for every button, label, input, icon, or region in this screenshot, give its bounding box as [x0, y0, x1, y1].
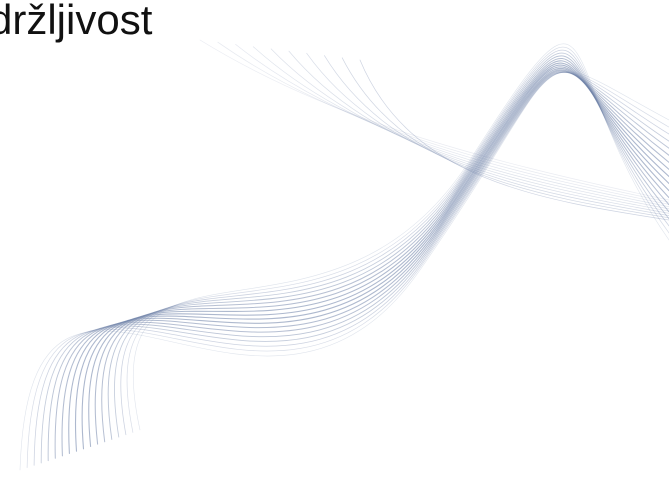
wave-line	[19, 71, 669, 471]
slide-title: držljivost	[0, 0, 153, 43]
wave-line	[107, 55, 669, 440]
wave-line	[341, 57, 669, 219]
wave-line	[288, 50, 669, 212]
wave-line	[133, 43, 669, 431]
wave-line	[199, 39, 669, 201]
wave-line-group	[19, 39, 669, 471]
wave-line	[252, 46, 669, 208]
wave-line	[114, 52, 669, 438]
wave-line	[33, 72, 669, 466]
wave-line	[324, 55, 669, 216]
wave-line	[54, 70, 669, 459]
wave-line	[61, 69, 669, 457]
wave-line	[359, 59, 669, 221]
wave-line	[47, 71, 669, 462]
wave-line	[126, 46, 669, 433]
wave-line	[40, 71, 669, 464]
wave-line	[26, 71, 669, 468]
wave-line	[88, 62, 669, 448]
wave-line	[306, 52, 669, 214]
wave-line	[270, 48, 669, 210]
wave-line	[217, 41, 669, 203]
wave-line	[101, 58, 669, 443]
wave-line	[74, 66, 669, 452]
wave-line	[120, 49, 669, 436]
wave-line	[94, 60, 669, 445]
wave-line	[81, 64, 669, 450]
wave-line	[68, 67, 669, 455]
wave-line	[235, 44, 669, 205]
